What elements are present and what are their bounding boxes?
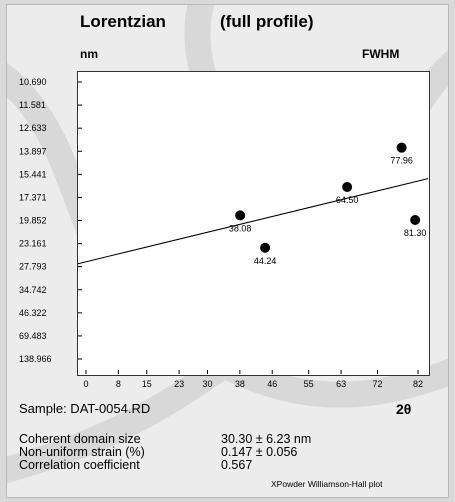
data-point-label: 44.24 bbox=[254, 256, 277, 266]
x-tick-label: 8 bbox=[116, 379, 121, 389]
y-tick-label: 46.322 bbox=[19, 308, 47, 318]
stat-value: 0.147 ± 0.056 bbox=[221, 445, 298, 459]
x-tick-label: 72 bbox=[373, 379, 383, 389]
x-tick-label: 30 bbox=[202, 379, 212, 389]
data-point-label: 81.30 bbox=[404, 228, 427, 238]
y-tick-label: 13.897 bbox=[19, 146, 47, 156]
x-tick-label: 63 bbox=[336, 379, 346, 389]
x-tick-label: 15 bbox=[142, 379, 152, 389]
x-tick-label: 46 bbox=[267, 379, 277, 389]
data-point bbox=[342, 181, 353, 192]
plot-area bbox=[77, 71, 430, 376]
data-point bbox=[235, 210, 246, 221]
y-tick-label: 27.793 bbox=[19, 262, 47, 272]
chart-title: Lorentzian bbox=[80, 12, 166, 31]
x-tick-label: 82 bbox=[413, 379, 423, 389]
x-tick-label: 0 bbox=[83, 379, 88, 389]
data-point-label: 77.96 bbox=[390, 156, 413, 166]
stat-value: 0.567 bbox=[221, 458, 253, 472]
data-point bbox=[396, 142, 407, 153]
stat-label: Non-uniform strain (%) bbox=[19, 445, 145, 459]
data-point-label: 38.08 bbox=[229, 223, 252, 233]
fwhm-label: FWHM bbox=[362, 47, 400, 61]
data-point bbox=[260, 242, 271, 253]
y-tick-label: 10.690 bbox=[19, 77, 47, 87]
sample-name: Sample: DAT-0054.RD bbox=[19, 401, 151, 416]
x-tick-label: 55 bbox=[304, 379, 314, 389]
y-tick-label: 138.966 bbox=[19, 354, 52, 364]
stat-label: Coherent domain size bbox=[19, 432, 141, 446]
data-point-label: 64.50 bbox=[336, 195, 359, 205]
stat-value: 30.30 ± 6.23 nm bbox=[221, 432, 312, 446]
y-tick-label: 69.483 bbox=[19, 331, 47, 341]
footer-caption: XPowder Williamson-Hall plot bbox=[271, 479, 383, 489]
y-tick-label: 17.371 bbox=[19, 192, 47, 202]
data-point bbox=[410, 215, 421, 226]
x-tick-label: 23 bbox=[174, 379, 184, 389]
x-axis-label: 2θ bbox=[396, 401, 412, 417]
y-tick-label: 23.161 bbox=[19, 239, 47, 249]
y-tick-label: 19.852 bbox=[19, 216, 47, 226]
y-tick-label: 34.742 bbox=[19, 285, 47, 295]
regression-line bbox=[77, 178, 429, 265]
y-axis-unit-label: nm bbox=[80, 47, 98, 61]
williamson-hall-chart: 10.690 11.581 12.633 13.897 15.441 17.371 19.8… bbox=[19, 77, 429, 389]
y-tick-label: 15.441 bbox=[19, 169, 47, 179]
stat-label: Correlation coefficient bbox=[19, 458, 140, 472]
chart-subtitle: (full profile) bbox=[220, 12, 314, 31]
y-tick-label: 12.633 bbox=[19, 123, 47, 133]
y-tick-label: 11.581 bbox=[19, 100, 46, 110]
plot-window: Lorentzian (full profile) nm FWHM 10.690… bbox=[6, 4, 449, 498]
x-tick-label: 38 bbox=[235, 379, 245, 389]
